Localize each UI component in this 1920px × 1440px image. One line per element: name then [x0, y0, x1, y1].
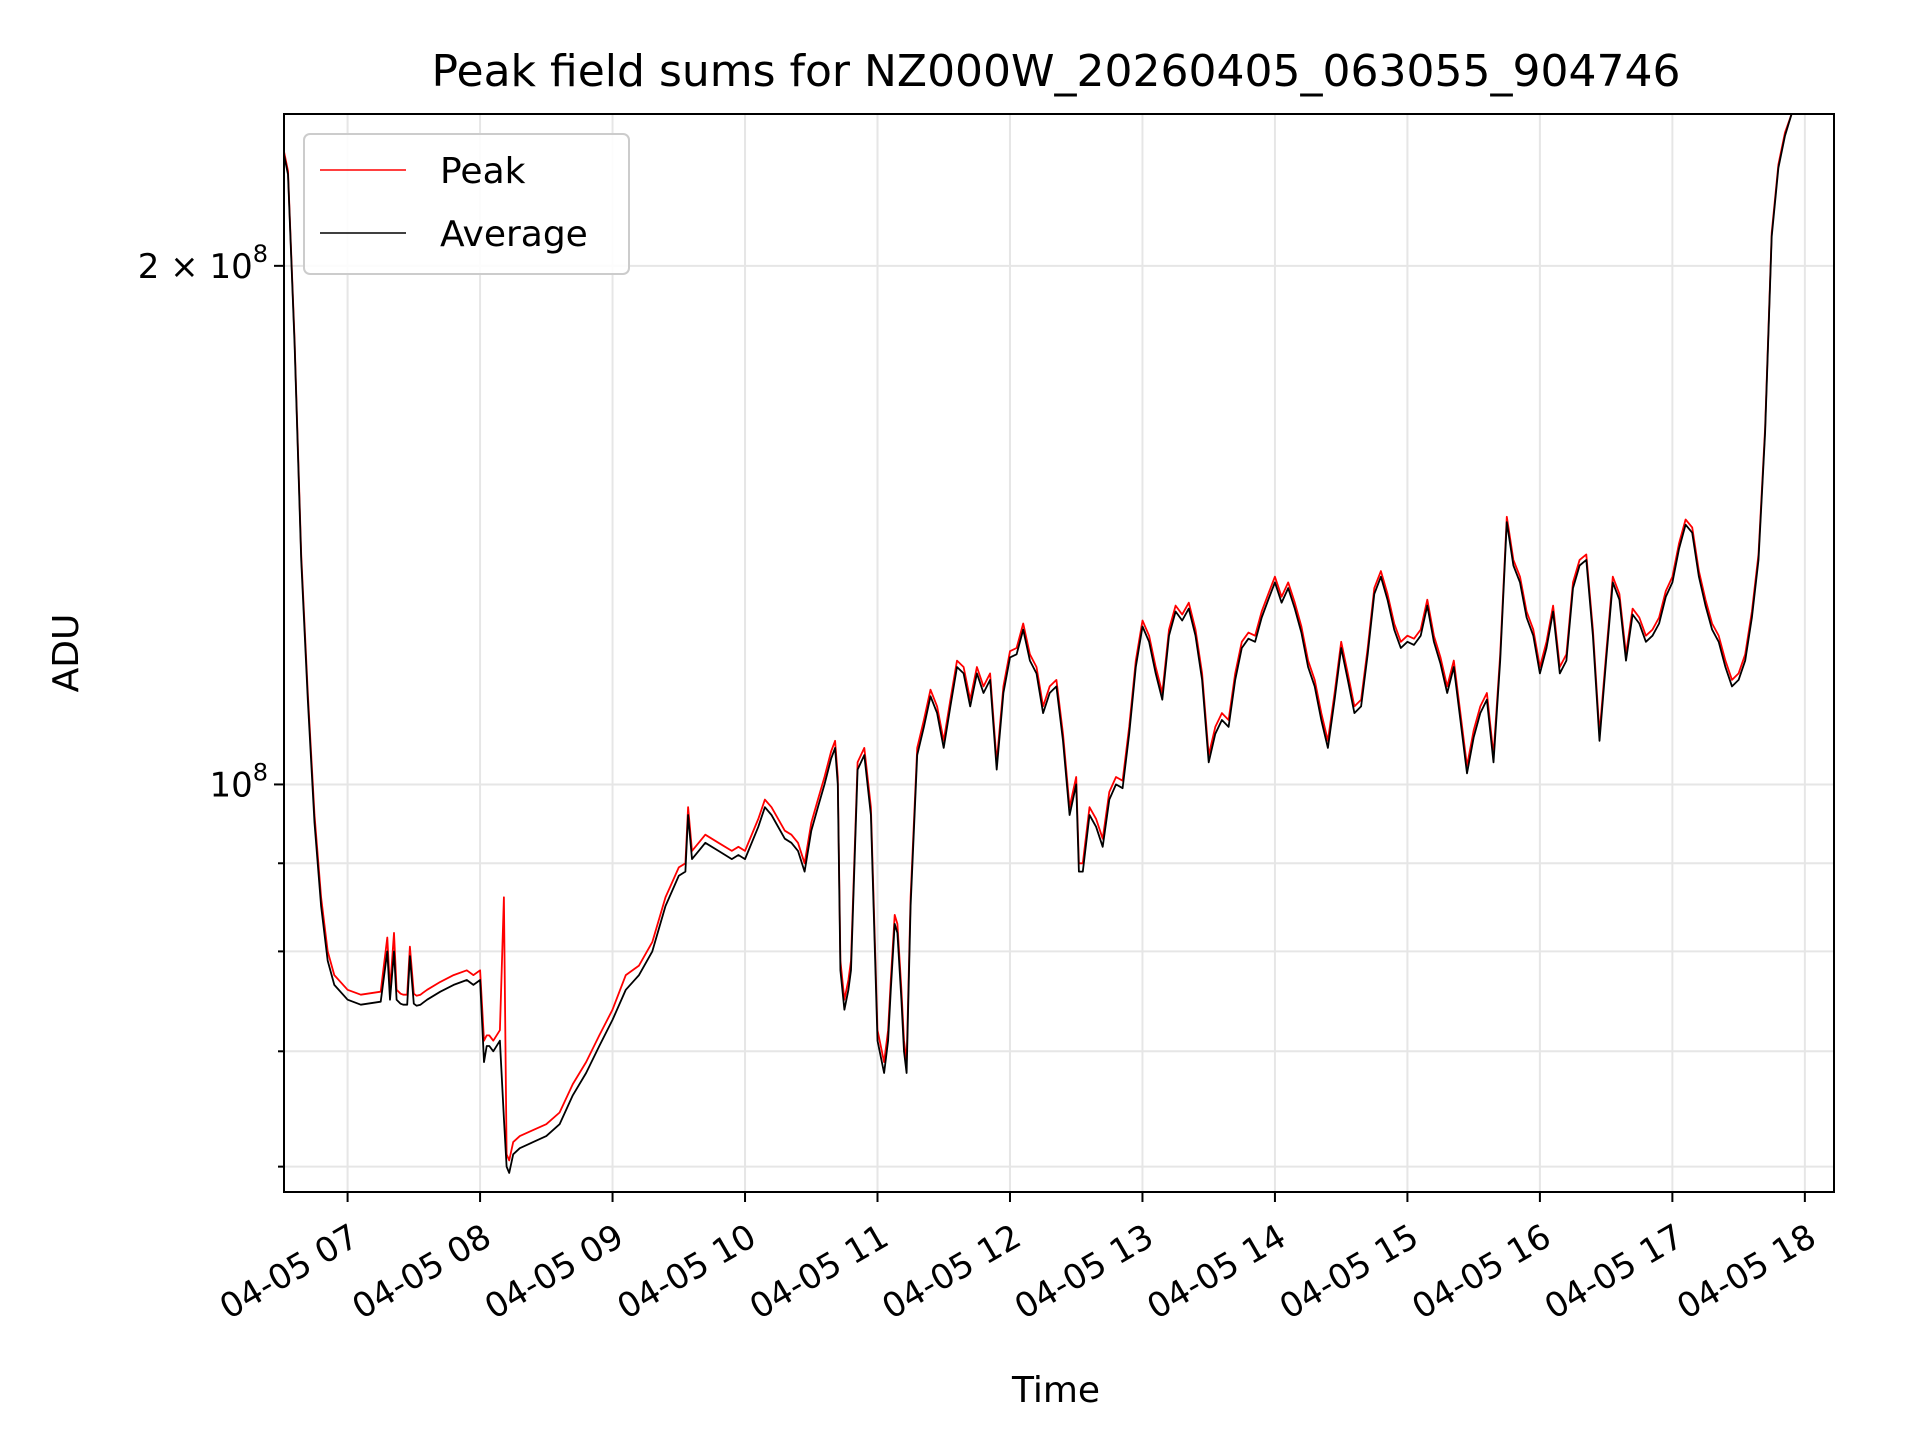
x-axis-label: Time	[1011, 1370, 1100, 1411]
y-axis-label: ADU	[46, 614, 87, 693]
chart-title: Peak field sums for NZ000W_20260405_0630…	[432, 46, 1681, 97]
series-line-average	[283, 113, 1793, 1174]
legend: Peak Average	[303, 133, 630, 275]
legend-label-average: Average	[440, 214, 588, 255]
y-tick-label: 108	[209, 758, 268, 805]
series-layer	[283, 113, 1793, 1174]
legend-label-peak: Peak	[440, 151, 526, 192]
legend-box	[303, 133, 630, 275]
plot-frame	[283, 113, 1835, 1193]
grid-layer	[284, 114, 1834, 1192]
y-tick-label: 2 × 108	[138, 240, 268, 287]
series-line-peak	[283, 113, 1793, 1162]
